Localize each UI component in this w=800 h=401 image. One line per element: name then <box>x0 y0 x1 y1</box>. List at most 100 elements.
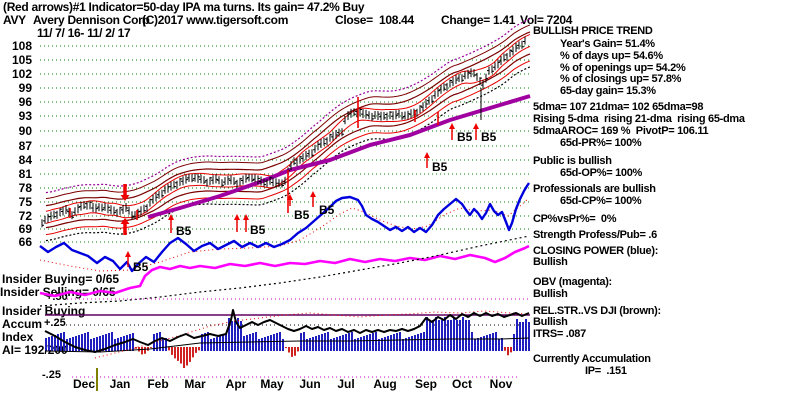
x-axis-month-Aug: Aug <box>373 377 396 391</box>
x-axis-month-Jan: Jan <box>110 377 131 391</box>
b5-signal-label-7: B5 <box>481 130 497 144</box>
b5-signal-label-5: B5 <box>432 160 448 174</box>
accum-label: Accum <box>2 317 43 331</box>
buy-arrow-head-7 <box>449 123 455 129</box>
ticker-symbol: AVY <box>3 13 26 27</box>
y-axis-label-72: 72 <box>19 209 33 223</box>
lower-band-red <box>45 45 531 224</box>
b5-signal-label-4: B5 <box>319 203 335 217</box>
stat-line-1: Year's Gain= 51.4% <box>560 38 655 50</box>
buy-arrow-head-6 <box>424 152 430 158</box>
y-axis-label-81: 81 <box>19 167 33 181</box>
stat-line-15: Strength Profess/Pub= .6 <box>533 229 657 241</box>
y-axis-label-102: 102 <box>12 67 32 81</box>
stat-line-4: % of closings up= 57.8% <box>560 73 682 85</box>
stat-line-3: % of openings up= 54.2% <box>560 62 686 74</box>
insider-buying-count: Insider Buying= 0/65 <box>2 272 120 286</box>
stat-line-6: 5dma= 107 21dma= 102 65dma=98 <box>533 101 704 113</box>
x-axis-month-Dec: Dec <box>73 377 95 391</box>
big-red-arrow-head-1 <box>120 218 130 224</box>
y-axis-label-99: 99 <box>19 81 33 95</box>
y-axis-label-90: 90 <box>19 124 33 138</box>
stat-line-14: CP%vsPr%= 0% <box>533 213 617 225</box>
stat-line-0: BULLISH PRICE TREND <box>533 25 653 37</box>
stat-line-18: OBV (magenta): <box>533 276 612 288</box>
stat-line-22: ITRS= .087 <box>533 328 586 340</box>
y-axis-label-87: 87 <box>19 139 33 153</box>
date-range: 11/ 7/ 16- 11/ 2/ 17 <box>37 26 131 40</box>
x-axis-month-Apr: Apr <box>226 377 247 391</box>
buy-arrow-head-0 <box>168 214 174 220</box>
buy-arrow-head-3 <box>125 251 131 257</box>
y-axis-label-66: 66 <box>19 235 33 249</box>
ma65-line <box>147 94 531 219</box>
stat-line-16: CLOSING POWER (blue): <box>533 245 659 257</box>
lower-band-outer <box>45 60 531 236</box>
scale-minus25: -.25 <box>42 369 61 381</box>
x-axis-month-May: May <box>260 377 284 391</box>
b5-signal-label-3: B5 <box>294 208 310 222</box>
y-axis-label-75: 75 <box>19 195 33 209</box>
change-value: Change= 1.41 <box>441 13 516 27</box>
x-axis-month-Jun: Jun <box>299 377 320 391</box>
distribution-bars-red <box>135 347 512 368</box>
y-axis-label-69: 69 <box>19 222 33 236</box>
x-axis-month-Feb: Feb <box>147 377 168 391</box>
buy-arrow-head-4 <box>287 194 293 200</box>
stat-line-19: Bullish <box>533 288 568 300</box>
ai-value: AI= 192/200 <box>2 343 68 357</box>
stat-line-7: Rising 5-dma rising 21-dma rising 65-dma <box>533 113 745 125</box>
stat-line-2: % of days up= 54.6% <box>560 50 663 62</box>
buy-arrow-head-8 <box>473 123 479 129</box>
lower-band-maroon <box>45 53 531 229</box>
b5-signal-label-0: B5 <box>176 224 192 238</box>
ai-ma-red-dotted <box>94 310 530 359</box>
scale-plus50: +.50 <box>46 291 68 303</box>
y-axis-label-93: 93 <box>19 109 33 123</box>
x-axis-month-Jul: Jul <box>337 377 354 391</box>
stat-line-11: 65d-OP%= 100% <box>560 167 643 179</box>
stat-line-13: 65d-CP%= 100% <box>560 195 642 207</box>
b5-signal-label-6: B5 <box>457 130 473 144</box>
stat-line-5: 65-day gain= 15.3% <box>560 85 656 97</box>
insider-buying-title: Insider Buying <box>2 304 86 318</box>
upper-band-maroon <box>45 31 531 207</box>
buy-arrow-head-1 <box>234 214 240 220</box>
copyright-text: (C)2017 www.tigersoft.com <box>142 13 289 27</box>
close-value: Close= 108.44 <box>335 13 414 27</box>
lower-band-black-dotted <box>45 66 531 242</box>
stat-line-17: Bullish <box>533 256 568 268</box>
y-axis-label-108: 108 <box>12 39 32 53</box>
y-axis-label-78: 78 <box>19 181 33 195</box>
upper-band-red <box>45 33 531 212</box>
ai-thin-line <box>44 337 530 353</box>
stat-line-10: Public is bullish <box>533 155 612 167</box>
upper-band-purple-dotted <box>45 18 531 194</box>
x-axis-month-Nov: Nov <box>490 377 513 391</box>
stat-line-21: Bullish <box>533 316 568 328</box>
accumulation-bars-blue <box>45 317 530 351</box>
accumulation-index-line <box>44 309 530 353</box>
big-red-arrow-head-0 <box>120 195 130 201</box>
stat-line-24: IP= .151 <box>585 365 627 377</box>
stat-line-23: Currently Accumulation <box>533 353 651 365</box>
stat-line-9: 65d-PR%= 100% <box>560 137 642 149</box>
x-axis-month-Mar: Mar <box>184 377 206 391</box>
scale-plus25: +.25 <box>44 317 66 329</box>
price-bars <box>41 36 526 228</box>
stat-line-20: REL.STR..VS DJI (brown): <box>533 305 661 317</box>
b5-signal-label-1: B5 <box>250 223 266 237</box>
y-axis-label-84: 84 <box>19 153 33 167</box>
x-axis-month-Sep: Sep <box>415 377 437 391</box>
upper-band-outer <box>45 24 531 200</box>
y-axis-label-105: 105 <box>12 53 32 67</box>
indicator-banner: (Red arrows)#1 Indicator=50-day IPA ma t… <box>3 0 365 14</box>
cp-ma-red-dotted <box>39 197 530 272</box>
closing-power-line <box>39 182 530 273</box>
x-axis-month-Oct: Oct <box>452 377 472 391</box>
b5-signal-label-2: B5 <box>133 260 149 274</box>
stat-line-12: Professionals are bullish <box>533 183 656 195</box>
index-label: Index <box>2 330 34 344</box>
